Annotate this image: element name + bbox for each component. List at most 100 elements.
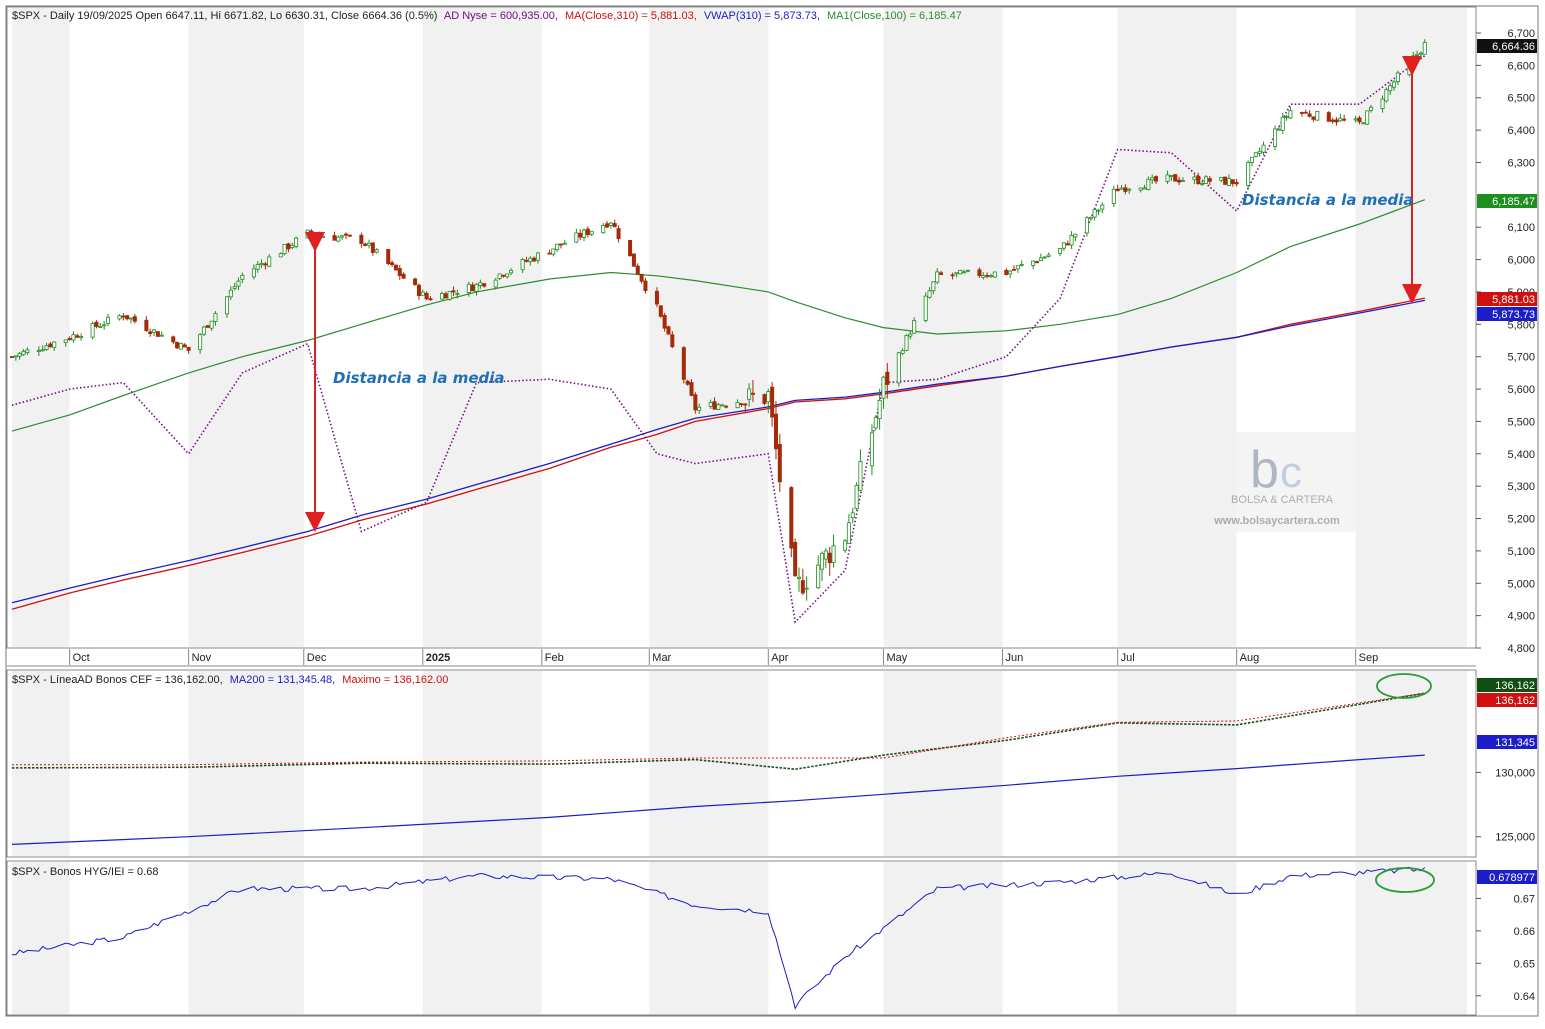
price-candles bbox=[9, 39, 1427, 601]
shade-band bbox=[12, 862, 70, 1014]
candle-body bbox=[294, 237, 299, 247]
candle-body bbox=[1330, 119, 1335, 122]
candle-body bbox=[582, 229, 587, 238]
candle-body bbox=[962, 271, 967, 274]
candle-body bbox=[90, 323, 95, 338]
candle-body bbox=[528, 257, 533, 263]
cef-line-tag-text: 136,162 bbox=[1495, 680, 1535, 692]
month-label: Mar bbox=[652, 652, 671, 664]
candle-body bbox=[374, 249, 379, 253]
candle-body bbox=[843, 540, 848, 551]
candle-body bbox=[658, 305, 663, 317]
candle-body bbox=[712, 401, 717, 410]
candle-body bbox=[340, 235, 345, 238]
candle-body bbox=[816, 564, 821, 589]
candle-body bbox=[1311, 116, 1316, 120]
price-tick-label: 4,900 bbox=[1507, 611, 1535, 623]
candle-body bbox=[40, 349, 45, 352]
candle-body bbox=[923, 295, 928, 321]
price-tick-label: 5,200 bbox=[1507, 514, 1535, 526]
candle-body bbox=[1096, 209, 1101, 212]
cef-header-max: Maximo = 136,162.00 bbox=[342, 674, 448, 686]
candle-body bbox=[1288, 110, 1293, 119]
candle-body bbox=[800, 580, 805, 594]
candle-body bbox=[155, 331, 160, 337]
candle-body bbox=[666, 326, 671, 335]
highlight-circle-cef bbox=[1376, 673, 1432, 699]
month-label: May bbox=[886, 652, 907, 664]
candle-body bbox=[63, 339, 68, 343]
candle-body bbox=[1200, 182, 1205, 185]
candle-body bbox=[1388, 85, 1393, 92]
candle-body bbox=[1234, 182, 1239, 185]
cef-panel[interactable] bbox=[6, 669, 1477, 858]
candle-body bbox=[1042, 256, 1047, 259]
candle-body bbox=[148, 331, 153, 334]
candle-body bbox=[343, 233, 348, 236]
candle-body bbox=[670, 334, 675, 348]
price-tick-label: 4,800 bbox=[1507, 643, 1535, 655]
shade-band bbox=[422, 862, 542, 1014]
candle-body bbox=[992, 271, 997, 278]
vwap-line bbox=[11, 299, 1425, 604]
candle-body bbox=[1100, 204, 1105, 210]
price-series bbox=[11, 55, 1426, 624]
price-tick-label: 6,100 bbox=[1507, 222, 1535, 234]
candle-body bbox=[232, 286, 237, 289]
logo-b-glyph: b bbox=[1250, 441, 1279, 499]
candle-body bbox=[1357, 117, 1362, 123]
candle-body bbox=[750, 392, 755, 395]
candle-body bbox=[67, 338, 72, 341]
candle-body bbox=[1303, 111, 1308, 114]
candle-body bbox=[1123, 187, 1128, 192]
candle-body bbox=[793, 542, 798, 577]
shade-band bbox=[1117, 8, 1237, 647]
candle-body bbox=[789, 487, 794, 549]
candle-body bbox=[1365, 110, 1370, 125]
hyg-header: $SPX - Bonos HYG/IEI = 0.68 bbox=[12, 866, 158, 878]
candle-body bbox=[470, 284, 475, 292]
candle-body bbox=[347, 234, 352, 237]
price-y-axis: 6,7006,6006,5006,4006,3006,1006,0005,900… bbox=[1476, 28, 1535, 655]
candle-body bbox=[958, 269, 963, 275]
candle-body bbox=[681, 347, 686, 380]
candle-body bbox=[505, 273, 510, 278]
hyg-panel[interactable] bbox=[6, 860, 1477, 1016]
cef-ma-tag-text: 131,345 bbox=[1495, 737, 1535, 749]
price-header-ad: AD Nyse = 600,935.00, bbox=[444, 10, 558, 22]
hyg-last-tag: 0.678977 bbox=[1477, 870, 1537, 884]
candle-body bbox=[1061, 242, 1066, 249]
candle-body bbox=[1273, 128, 1278, 147]
watermark-logo: b c BOLSA & CARTERA www.bolsaycartera.co… bbox=[1192, 432, 1362, 532]
candle-body bbox=[317, 235, 322, 237]
candle-body bbox=[102, 324, 107, 327]
candle-body bbox=[762, 394, 767, 404]
candle-body bbox=[1415, 53, 1420, 56]
candle-body bbox=[159, 334, 164, 337]
candle-body bbox=[1142, 187, 1147, 190]
price-panel[interactable] bbox=[6, 6, 1477, 649]
candle-body bbox=[336, 236, 341, 242]
highlight-circle-hyg bbox=[1375, 867, 1435, 893]
candle-body bbox=[121, 315, 126, 318]
candle-body bbox=[954, 272, 959, 275]
candle-body bbox=[117, 315, 122, 320]
cef-max-line bbox=[12, 692, 1425, 766]
candle-body bbox=[1284, 116, 1289, 119]
candle-body bbox=[1380, 98, 1385, 109]
candle-body bbox=[724, 405, 729, 408]
candle-body bbox=[939, 272, 944, 275]
candle-body bbox=[697, 406, 702, 412]
candle-body bbox=[497, 273, 502, 279]
candle-body bbox=[401, 273, 406, 279]
cef-ad-line bbox=[11, 692, 1425, 771]
candle-body bbox=[255, 264, 260, 270]
candle-body bbox=[1019, 264, 1024, 266]
candle-body bbox=[1150, 177, 1155, 181]
candle-body bbox=[1065, 243, 1070, 246]
candle-body bbox=[71, 334, 76, 341]
annotation-distance-left: Distancia a la media bbox=[333, 369, 505, 387]
candle-body bbox=[36, 350, 41, 352]
